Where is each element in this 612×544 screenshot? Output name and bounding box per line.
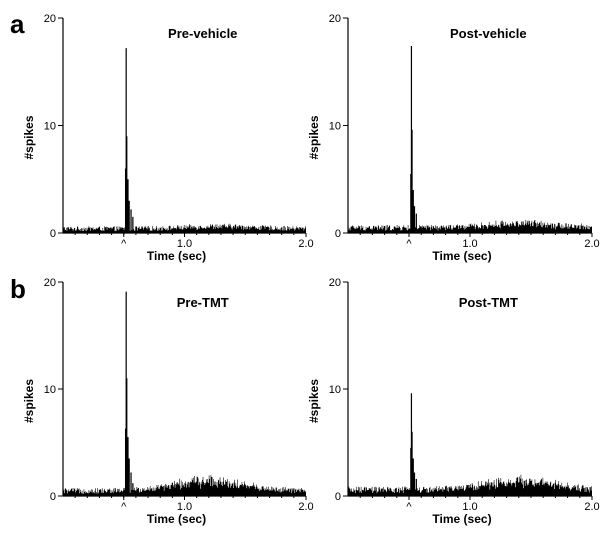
y-tick-label: 20 xyxy=(329,13,341,25)
x-tick-label: 1.0 xyxy=(177,501,192,513)
psth-bars xyxy=(63,291,306,496)
panel-4: 0 10 20 ^ 1.0 2.0 Time (sec) #spikes Post-TMT xyxy=(307,277,600,526)
y-tick-label: 10 xyxy=(44,384,56,396)
x-axis-title: Time (sec) xyxy=(147,249,206,263)
x-tick-label: ^ xyxy=(406,238,412,250)
y-tick-label: 0 xyxy=(50,491,56,503)
x-tick-label: 1.0 xyxy=(462,238,477,250)
panel-title: Pre-vehicle xyxy=(168,26,237,41)
panel-3: 0 10 20 ^ 1.0 2.0 Time (sec) #spikes Pre-TMT xyxy=(22,277,314,526)
y-tick-label: 0 xyxy=(335,491,341,503)
x-tick-label: ^ xyxy=(121,238,127,250)
y-tick-label: 0 xyxy=(335,228,341,240)
y-tick-label: 10 xyxy=(329,121,341,133)
x-axis-title: Time (sec) xyxy=(432,249,491,263)
y-tick-label: 0 xyxy=(50,228,56,240)
panel-1: 0 10 20 ^ 1.0 2.0 Time (sec) #spikes Pre-vehicle xyxy=(22,13,314,263)
x-axis-title: Time (sec) xyxy=(147,512,206,526)
x-tick-label: ^ xyxy=(121,501,127,513)
y-tick-label: 10 xyxy=(44,121,56,133)
y-axis-title: #spikes xyxy=(307,379,321,423)
y-axis-title: #spikes xyxy=(22,379,36,423)
x-tick-label: 1.0 xyxy=(177,238,192,250)
row-label-b: b xyxy=(10,274,26,304)
y-tick-label: 10 xyxy=(329,384,341,396)
panel-title: Post-TMT xyxy=(459,295,518,310)
y-axis-title: #spikes xyxy=(22,115,36,159)
row-label-a: a xyxy=(10,9,25,39)
y-tick-label: 20 xyxy=(329,277,341,289)
x-tick-label: 2.0 xyxy=(584,501,599,513)
panel-title: Pre-TMT xyxy=(177,295,229,310)
x-axis-title: Time (sec) xyxy=(432,512,491,526)
psth-bars xyxy=(348,45,592,234)
x-tick-label: 2.0 xyxy=(298,238,313,250)
y-tick-label: 20 xyxy=(44,13,56,25)
psth-bars xyxy=(348,393,592,496)
panel-title: Post-vehicle xyxy=(450,26,527,41)
x-tick-label: 1.0 xyxy=(462,501,477,513)
x-tick-label: 2.0 xyxy=(584,238,599,250)
psth-bars xyxy=(63,48,306,233)
x-tick-label: 2.0 xyxy=(298,501,313,513)
panel-2: 0 10 20 ^ 1.0 2.0 Time (sec) #spikes Post-vehicl… xyxy=(307,13,600,263)
y-axis-title: #spikes xyxy=(307,115,321,159)
y-tick-label: 20 xyxy=(44,277,56,289)
x-tick-label: ^ xyxy=(406,501,412,513)
